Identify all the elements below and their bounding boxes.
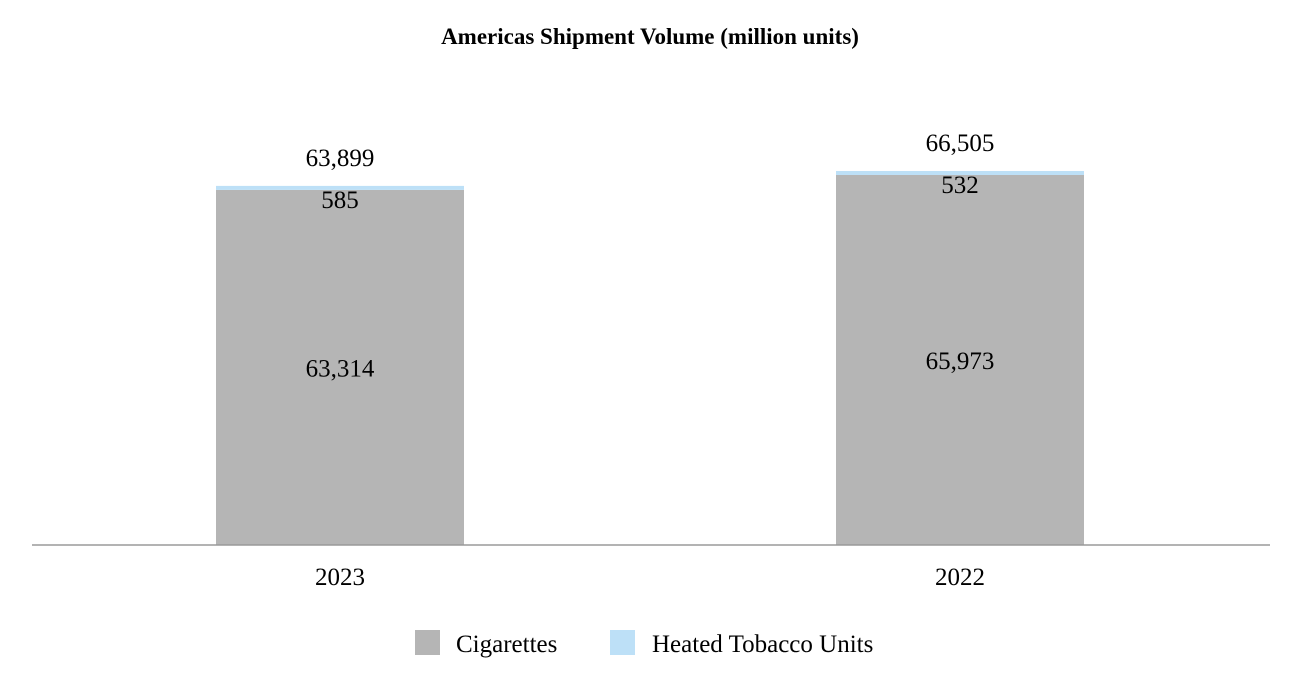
bar-heated-tobacco-units-2022 <box>836 170 1084 175</box>
legend: Cigarettes Heated Tobacco Units <box>415 630 873 658</box>
x-tick-labels: 2023 2022 <box>315 564 985 591</box>
legend-label-cigarettes: Cigarettes <box>456 631 557 658</box>
legend-swatch-cigarettes <box>415 630 440 655</box>
data-label-total-2023: 63,899 <box>306 145 375 172</box>
bars-layer <box>216 170 1084 546</box>
bar-cigarettes-2022 <box>836 174 1084 546</box>
data-label-cigarettes-2022: 65,973 <box>926 348 995 375</box>
bar-heated-tobacco-units-2023 <box>216 185 464 190</box>
data-label-cigarettes-2023: 63,314 <box>306 355 375 382</box>
data-label-total-2022: 66,505 <box>926 130 995 157</box>
x-tick-label-2022: 2022 <box>935 564 985 591</box>
x-tick-label-2023: 2023 <box>315 564 365 591</box>
chart-title: Americas Shipment Volume (million units) <box>441 24 859 49</box>
data-label-heated-tobacco-units-2022: 532 <box>941 172 979 199</box>
legend-label-heated-tobacco-units: Heated Tobacco Units <box>652 631 873 658</box>
data-label-heated-tobacco-units-2023: 585 <box>321 187 359 214</box>
bar-cigarettes-2023 <box>216 189 464 546</box>
legend-swatch-heated-tobacco-units <box>610 630 635 655</box>
data-labels-layer: 63,314 585 63,899 65,973 532 66,505 <box>306 130 995 382</box>
